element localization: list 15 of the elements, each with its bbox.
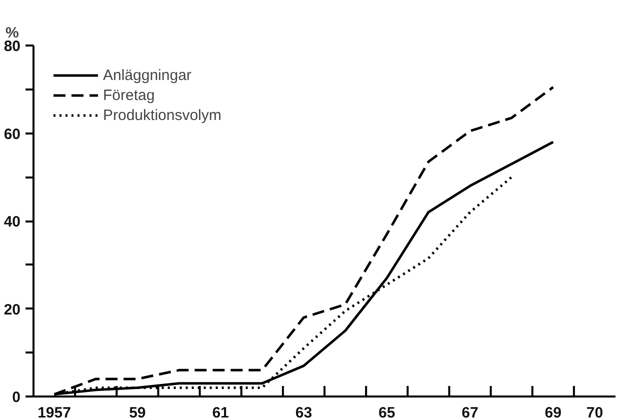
y-tick-label: 0: [12, 389, 20, 406]
x-tick-label: 61: [212, 404, 229, 420]
y-tick-label: 40: [4, 214, 21, 230]
x-tick-label: 69: [544, 404, 562, 420]
x-tick-label: 63: [295, 404, 312, 420]
legend-label: Produktionsvolym: [103, 106, 222, 124]
x-tick-label: 70: [586, 404, 604, 420]
y-tick-label: 60: [4, 126, 21, 143]
x-tick-label: 67: [462, 404, 478, 420]
x-tick-label: 59: [129, 404, 146, 420]
y-tick-label: 20: [4, 301, 21, 318]
x-tick-label: 65: [378, 404, 396, 420]
legend-label: Anläggningar: [103, 66, 192, 84]
x-tick-label: 1957: [38, 404, 71, 420]
legend-label: Företag: [103, 86, 155, 104]
